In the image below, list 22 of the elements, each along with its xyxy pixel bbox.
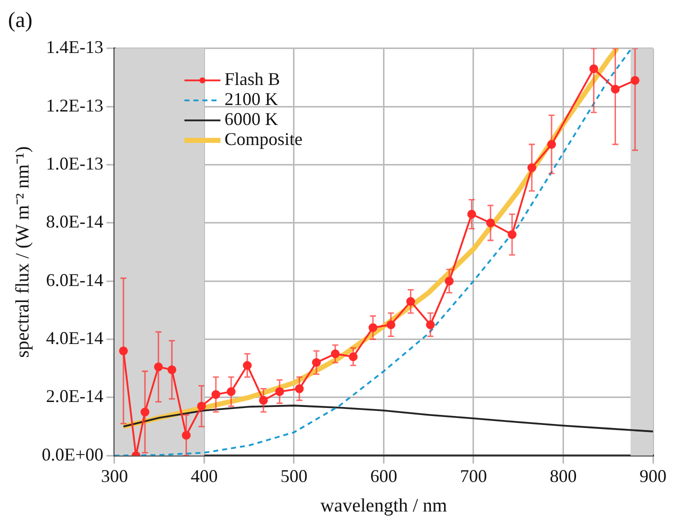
y-tick-label: 6.0E-14 xyxy=(46,270,104,290)
y-tick-label: 8.0E-14 xyxy=(46,212,104,232)
legend-label: Composite xyxy=(224,129,302,150)
x-axis-title: wavelength / nm xyxy=(320,496,448,517)
x-tick-label: 500 xyxy=(280,466,308,486)
legend-label: 6000 K xyxy=(224,109,278,130)
legend-label: 2100 K xyxy=(224,89,278,110)
y-tick-label: 1.4E-13 xyxy=(46,37,104,58)
x-tick-label: 800 xyxy=(550,466,577,486)
legend-label: Flash B xyxy=(224,69,280,90)
x-tick-label: 700 xyxy=(460,466,487,486)
x-tick-label: 600 xyxy=(370,466,398,486)
y-tick-label: 1.2E-13 xyxy=(46,95,104,116)
x-tick-label: 400 xyxy=(190,466,218,486)
y-axis-title: spectral flux / (W m⁻² nm⁻¹) xyxy=(12,146,34,358)
y-tick-label: 4.0E-14 xyxy=(46,328,104,348)
x-tick-label: 300 xyxy=(100,466,128,486)
chart-title: (a) xyxy=(8,6,32,32)
x-tick-label: 900 xyxy=(640,466,666,486)
y-tick-label: 0.0E+00 xyxy=(42,444,104,464)
y-tick-label: 1.0E-13 xyxy=(46,153,104,174)
y-tick-label: 2.0E-14 xyxy=(46,386,104,406)
